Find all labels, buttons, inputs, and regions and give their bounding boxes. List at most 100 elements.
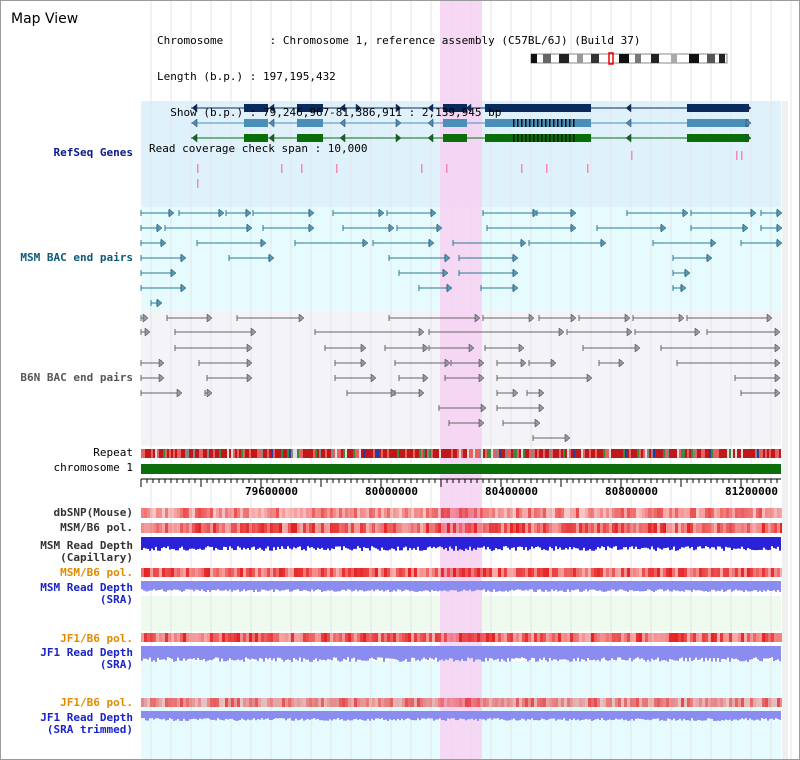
jf1-read-depth-trimmed-bar — [515, 711, 517, 721]
msm-b6-pol-label[interactable]: MSM/B6 pol. — [60, 521, 133, 534]
msm-b6-pol-2-label[interactable]: MSM/B6 pol. — [60, 566, 133, 579]
msm-read-depth-capillary-bar — [779, 537, 781, 551]
repeat-feature — [331, 449, 333, 458]
msm-bac-label[interactable]: MSM BAC end pairs — [20, 251, 133, 264]
msm-read-depth-sra-bar — [463, 581, 465, 590]
jf1-b6-pol-2-heat — [747, 698, 750, 707]
jf1-read-depth-sra-bar — [441, 646, 443, 660]
jf1-read-depth-sra-label[interactable]: JF1 Read Depth — [40, 646, 133, 659]
jf1-b6-pol-heat — [663, 633, 666, 642]
jf1-b6-pol-2-heat — [762, 698, 765, 707]
b6n-bac-label[interactable]: B6N BAC end pairs — [20, 371, 133, 384]
dbsnp-label[interactable]: dbSNP(Mouse) — [53, 506, 133, 519]
msm-read-depth-capillary-bar — [649, 537, 651, 550]
msm-read-depth-capillary-bar — [437, 537, 439, 548]
dbsnp-heat — [321, 508, 324, 518]
msm-b6-pol-heat — [570, 523, 573, 533]
msm-read-depth-sra-bar — [541, 581, 543, 592]
jf1-read-depth-trimmed-bar — [411, 711, 413, 720]
jf1-read-depth-trimmed-bar — [491, 711, 493, 720]
msm-b6-pol-2-heat — [408, 568, 411, 577]
msm-b6-pol-2-heat — [300, 568, 303, 577]
msm-read-depth-capillary-bar — [429, 537, 431, 547]
jf1-read-depth-sra-bar — [751, 646, 753, 660]
repeat-feature — [701, 449, 703, 458]
jf1-read-depth-trimmed-bar — [297, 711, 299, 721]
msm-b6-pol-heat — [774, 523, 777, 533]
jf1-b6-pol-2-heat — [279, 698, 282, 707]
msm-b6-pol-2-heat — [264, 568, 267, 577]
jf1-read-depth-sra-bar — [237, 646, 239, 660]
jf1-read-depth-sra-bar — [165, 646, 167, 661]
jf1-read-depth-sra-bar — [417, 646, 419, 660]
msm-b6-pol-2-heat — [417, 568, 420, 577]
jf1-read-depth-sra-bar — [747, 646, 749, 662]
jf1-read-depth-sra-bar — [555, 646, 557, 660]
msm-b6-pol-2-heat — [639, 568, 642, 577]
msm-b6-pol-heat — [483, 523, 486, 533]
repeat-feature — [481, 449, 483, 458]
refseq-genes-label[interactable]: RefSeq Genes — [53, 146, 133, 159]
msm-b6-pol-2-heat — [537, 568, 540, 577]
msm-read-depth-sra-bar — [321, 581, 323, 592]
repeat-feature — [375, 449, 377, 458]
msm-b6-pol-heat — [720, 523, 723, 533]
msm-read-depth-capillary-bar — [497, 537, 499, 550]
msm-read-depth-sra-bar — [301, 581, 303, 591]
msm-read-depth-capillary-bar — [257, 537, 259, 549]
jf1-read-depth-trimmed-bar — [543, 711, 545, 720]
jf1-read-depth-trimmed-bar — [683, 711, 685, 719]
jf1-read-depth-sra-bar — [177, 646, 179, 658]
jf1-b6-pol-2-label[interactable]: JF1/B6 pol. — [60, 696, 133, 709]
jf1-b6-pol-heat — [345, 633, 348, 642]
msm-read-depth-sra-bar — [193, 581, 195, 592]
msm-b6-pol-2-heat — [741, 568, 744, 577]
msm-bac-end-arrow — [430, 208, 437, 218]
jf1-b6-pol-2-heat — [243, 698, 246, 707]
b6n-bac-end-arrow — [142, 313, 149, 323]
msm-read-depth-capillary-label[interactable]: MSM Read Depth — [40, 539, 133, 552]
msm-read-depth-capillary-bar — [655, 537, 657, 551]
msm-b6-pol-heat — [549, 523, 552, 533]
jf1-read-depth-sra-bar — [451, 646, 453, 659]
msm-bac-end-arrow — [682, 208, 689, 218]
msm-read-depth-sra-bar — [561, 581, 563, 591]
msm-b6-pol-heat — [264, 523, 267, 533]
dbsnp-heat — [564, 508, 567, 518]
jf1-b6-pol-heat — [510, 633, 513, 642]
msm-read-depth-sra-bar — [377, 581, 379, 590]
jf1-read-depth-sra-bar — [353, 646, 355, 658]
msm-read-depth-capillary-bar — [697, 537, 699, 547]
jf1-b6-pol-2-heat — [459, 698, 462, 707]
jf1-b6-pol-2-heat — [153, 698, 156, 707]
msm-bac-end-arrow — [388, 223, 395, 233]
jf1-read-depth-sra-bar — [713, 646, 715, 659]
msm-b6-pol-2-heat — [492, 568, 495, 577]
jf1-read-depth-trimmed-bar — [313, 711, 315, 719]
jf1-b6-pol-label[interactable]: JF1/B6 pol. — [60, 632, 133, 645]
dbsnp-heat — [195, 508, 198, 518]
msm-read-depth-sra-bar — [179, 581, 181, 591]
msm-read-depth-sra-bar — [639, 581, 641, 592]
ideogram-band — [719, 54, 725, 63]
jf1-read-depth-sra-bar — [429, 646, 431, 658]
b6n-bac-end-arrow — [774, 358, 781, 368]
jf1-b6-pol-2-heat — [618, 698, 621, 707]
dbsnp-heat — [777, 508, 780, 518]
msm-read-depth-capillary-bar — [709, 537, 711, 549]
jf1-read-depth-trimmed-bar — [663, 711, 665, 721]
jf1-read-depth-trimmed-label[interactable]: JF1 Read Depth — [40, 711, 133, 724]
jf1-b6-pol-2-heat — [735, 698, 738, 707]
gene-exon — [687, 134, 749, 142]
gene-intron-tick — [557, 119, 559, 127]
msm-read-depth-sra-bar — [205, 581, 207, 592]
msm-read-depth-sra-bar — [615, 581, 617, 592]
msm-read-depth-sra-label[interactable]: MSM Read Depth — [40, 581, 133, 594]
msm-b6-pol-2-heat — [183, 568, 186, 577]
msm-read-depth-capillary-bar — [703, 537, 705, 549]
repeat-feature — [551, 449, 553, 458]
dbsnp-heat — [339, 508, 342, 518]
msm-read-depth-capillary-bar — [641, 537, 643, 549]
msm-read-depth-capillary-bar — [643, 537, 645, 548]
